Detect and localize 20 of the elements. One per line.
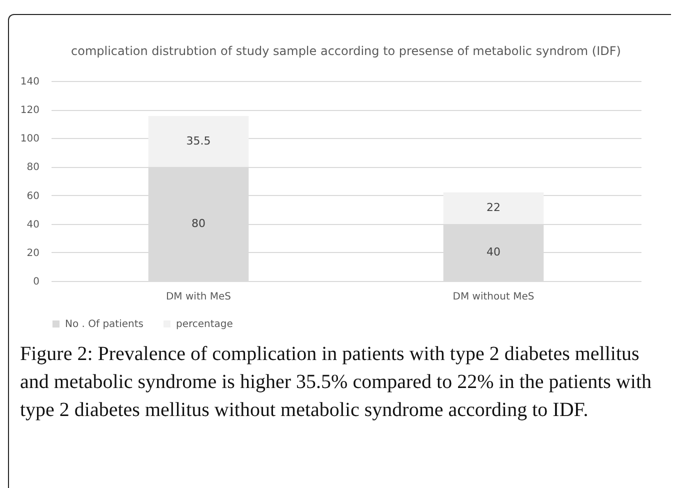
chart-title: complication distrubtion of study sample according to presense of metabolic syndrom (IDF) [71, 44, 621, 58]
bar [148, 116, 249, 167]
y-tick-label: 80 [26, 162, 40, 174]
y-tick-label: 140 [20, 76, 40, 88]
y-tick-label: 40 [26, 219, 40, 230]
y-tick-label: 60 [26, 190, 40, 202]
bar [443, 192, 544, 224]
data-label: 35.5 [186, 134, 211, 148]
data-label: 40 [486, 245, 500, 258]
legend-label: percentage [176, 319, 233, 330]
y-tick-label: 120 [20, 105, 40, 116]
legend-label: No . Of patients [65, 319, 144, 330]
data-label: 22 [486, 201, 500, 214]
y-tick-label: 100 [20, 134, 40, 145]
x-tick-label: DM with MeS [166, 292, 232, 302]
y-tick-label: 0 [33, 276, 40, 288]
x-tick-label: DM without MeS [452, 292, 534, 302]
data-label: 80 [192, 216, 206, 230]
y-tick-label: 20 [26, 248, 40, 259]
caption: Figure 2: Prevalence of complication in patients with type 2 diabetes mellitus and metabolic syndrome is higher 35.5% compared to 22% in the patients with type 2 diabetes mellitus without metabolic syndrome according to IDF. [20, 342, 653, 423]
